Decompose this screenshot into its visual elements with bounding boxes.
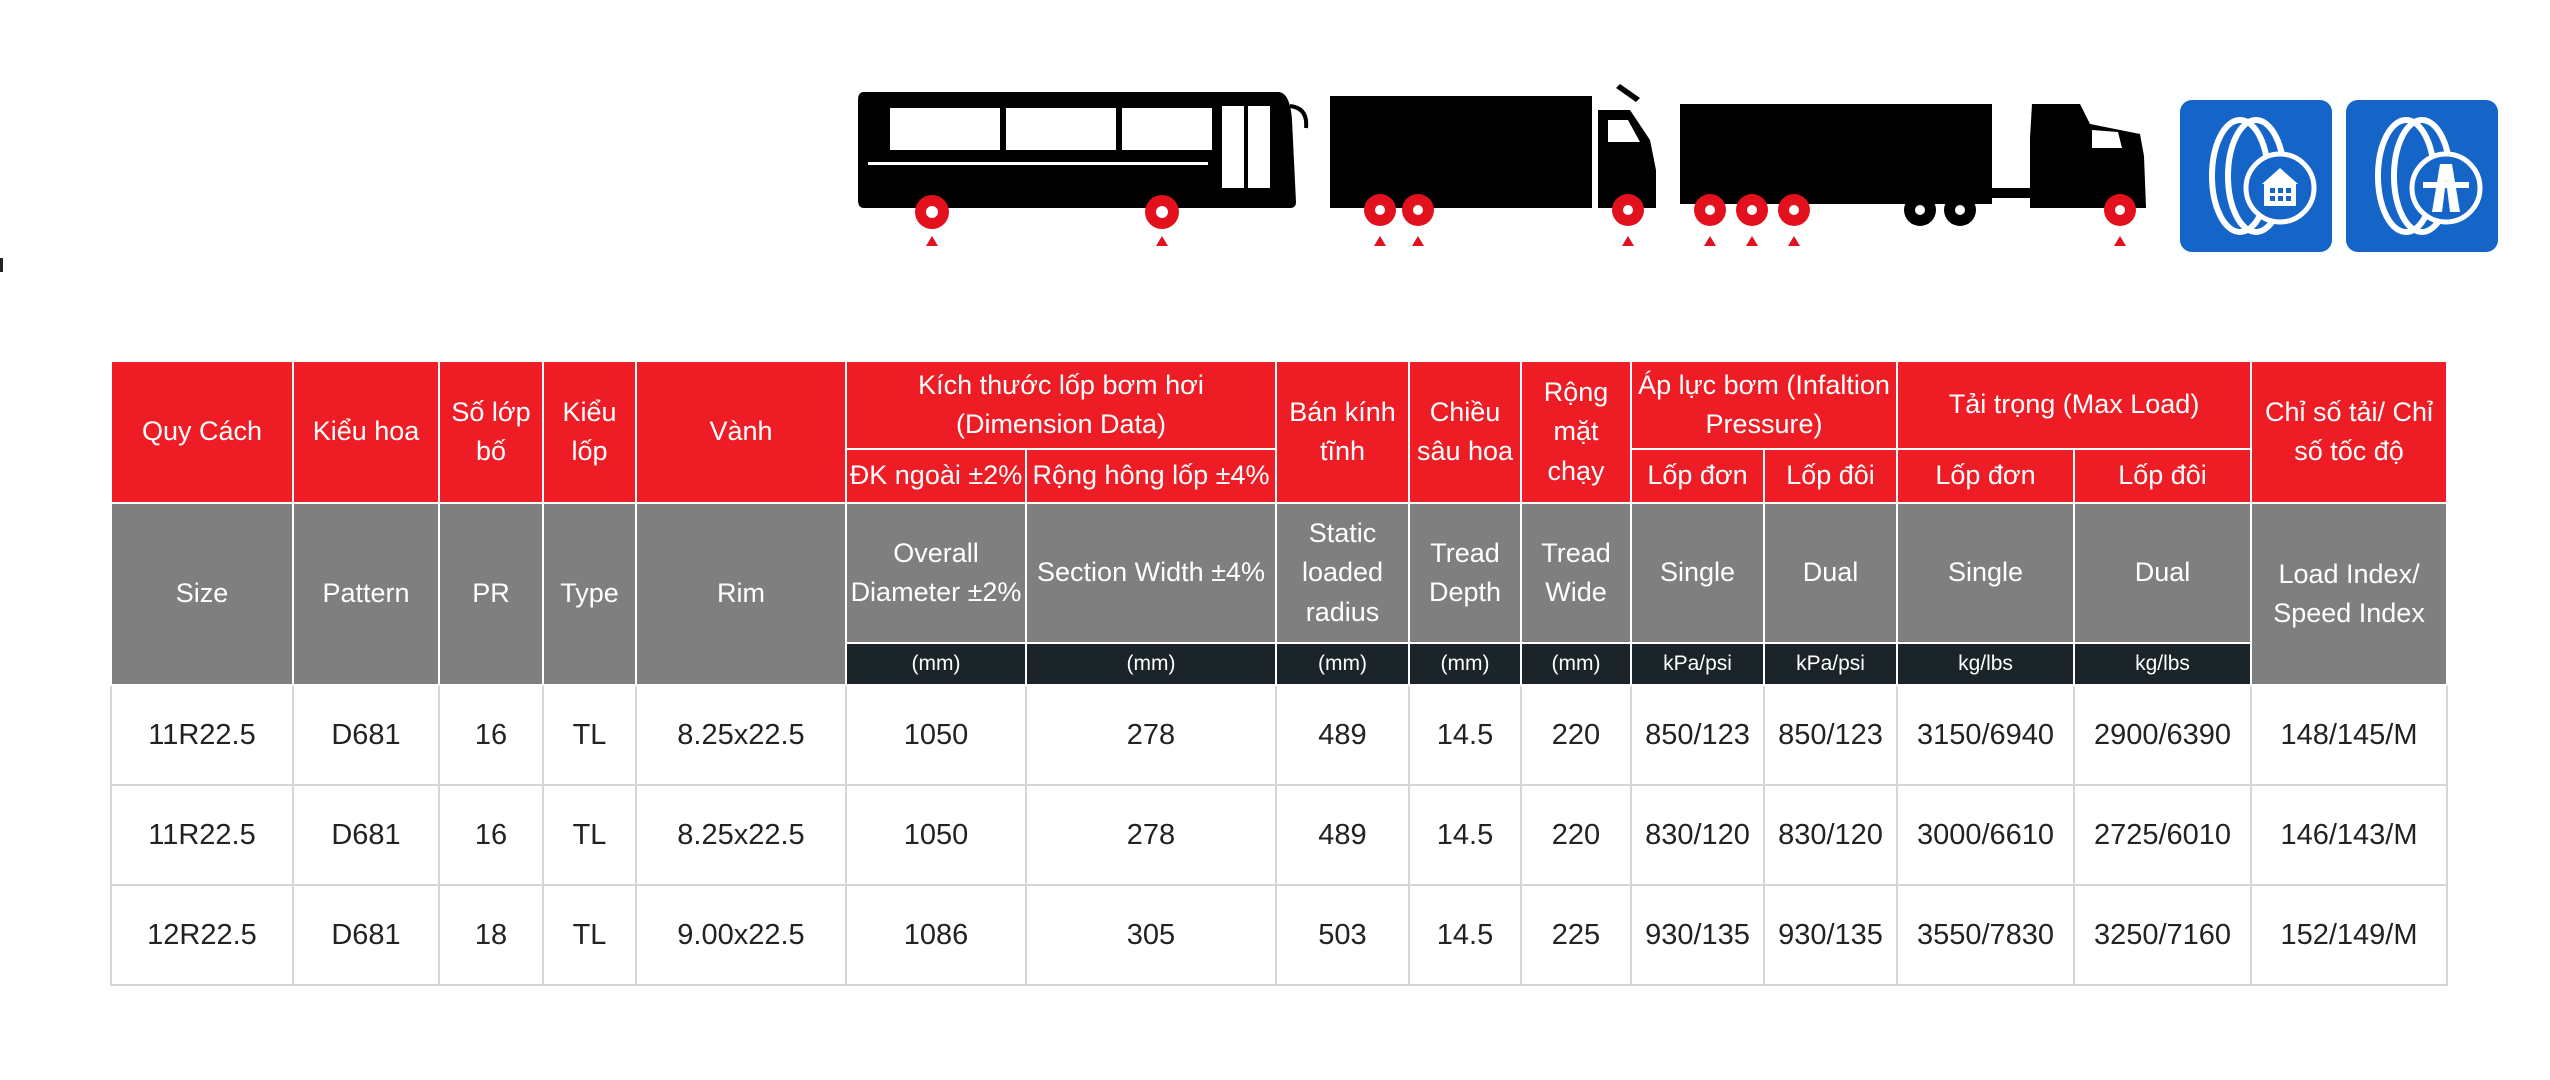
header-section-width-en: Section Width ±4% bbox=[1025, 502, 1277, 644]
cell-pattern: D681 bbox=[292, 784, 440, 886]
header-index-vi: Chỉ số tải/ Chỉ số tốc độ bbox=[2250, 360, 2449, 504]
cell-load-single: 3550/7830 bbox=[1896, 884, 2075, 986]
header-pr-vi: Số lớp bố bbox=[438, 360, 544, 504]
cell-pressure-single: 850/123 bbox=[1630, 684, 1765, 786]
header-pressure-single-en: Single bbox=[1630, 502, 1765, 644]
unit-pressure-dual: kPa/psi bbox=[1763, 642, 1898, 686]
cell-index: 146/143/M bbox=[2250, 784, 2449, 886]
unit-tread-wide: (mm) bbox=[1520, 642, 1632, 686]
cell-overall-diameter: 1050 bbox=[845, 784, 1027, 886]
cell-index: 152/149/M bbox=[2250, 884, 2449, 986]
cell-rim: 8.25x22.5 bbox=[635, 784, 847, 886]
cell-section-width: 305 bbox=[1025, 884, 1277, 986]
edge-mark bbox=[0, 258, 3, 272]
header-pressure-single-vi: Lốp đơn bbox=[1630, 448, 1765, 504]
cell-static-radius: 489 bbox=[1275, 784, 1410, 886]
cell-pressure-dual: 850/123 bbox=[1763, 684, 1898, 786]
vehicle-illustrations bbox=[858, 84, 2146, 246]
cell-size: 12R22.5 bbox=[110, 884, 294, 986]
cell-size: 11R22.5 bbox=[110, 784, 294, 886]
header-pattern-en: Pattern bbox=[292, 502, 440, 686]
unit-load-single: kg/lbs bbox=[1896, 642, 2075, 686]
header-pressure-group: Áp lực bơm (Infaltion Pressure) bbox=[1630, 360, 1898, 450]
cell-load-single: 3150/6940 bbox=[1896, 684, 2075, 786]
highway-tire-icon bbox=[2346, 100, 2498, 252]
header-load-dual-en: Dual bbox=[2072, 502, 2253, 644]
cell-section-width: 278 bbox=[1025, 784, 1277, 886]
header-pr-en: PR bbox=[438, 502, 544, 686]
header-static-radius-vi: Bán kính tĩnh bbox=[1275, 360, 1410, 504]
cell-rim: 9.00x22.5 bbox=[635, 884, 847, 986]
cell-load-single: 3000/6610 bbox=[1896, 784, 2075, 886]
urban-road-tire-icon bbox=[2180, 100, 2332, 252]
cell-load-dual: 2725/6010 bbox=[2072, 784, 2253, 886]
cell-pr: 16 bbox=[438, 784, 544, 886]
header-pressure-dual-en: Dual bbox=[1763, 502, 1898, 644]
cell-tread-depth: 14.5 bbox=[1408, 684, 1522, 786]
cell-pressure-single: 830/120 bbox=[1630, 784, 1765, 886]
cell-tread-wide: 220 bbox=[1520, 784, 1632, 886]
header-tread-wide-vi: Rộng mặt chạy bbox=[1520, 360, 1632, 504]
unit-tread-depth: (mm) bbox=[1408, 642, 1522, 686]
header-overall-diameter-vi: ĐK ngoài ±2% bbox=[845, 448, 1027, 504]
header-size-vi: Quy Cách bbox=[110, 360, 294, 504]
header-static-radius-en: Static loaded radius bbox=[1275, 502, 1410, 644]
header-load-single-vi: Lốp đơn bbox=[1896, 448, 2075, 504]
cell-size: 11R22.5 bbox=[110, 684, 294, 786]
cell-type: TL bbox=[542, 784, 637, 886]
table-row: 11R22.5 D681 16 TL 8.25x22.5 1050 278 48… bbox=[110, 684, 2449, 786]
header-index-en: Load Index/ Speed Index bbox=[2250, 502, 2449, 686]
cell-pr: 16 bbox=[438, 684, 544, 786]
cell-type: TL bbox=[542, 884, 637, 986]
cell-static-radius: 489 bbox=[1275, 684, 1410, 786]
cell-overall-diameter: 1086 bbox=[845, 884, 1027, 986]
cell-pressure-dual: 830/120 bbox=[1763, 784, 1898, 886]
header-load-single-en: Single bbox=[1896, 502, 2075, 644]
header-pattern-vi: Kiểu hoa bbox=[292, 360, 440, 504]
semi-trailer-truck-icon bbox=[1680, 104, 2146, 246]
cell-pressure-single: 930/135 bbox=[1630, 884, 1765, 986]
header-rim-en: Rim bbox=[635, 502, 847, 686]
header-tread-depth-en: Tread Depth bbox=[1408, 502, 1522, 644]
cell-load-dual: 3250/7160 bbox=[2072, 884, 2253, 986]
table-row: 11R22.5 D681 16 TL 8.25x22.5 1050 278 48… bbox=[110, 784, 2449, 886]
header-tread-depth-vi: Chiều sâu hoa bbox=[1408, 360, 1522, 504]
bus-icon bbox=[858, 92, 1309, 246]
header-dimension-group: Kích thước lốp bơm hơi (Dimension Data) bbox=[845, 360, 1277, 450]
header-size-en: Size bbox=[110, 502, 294, 686]
cell-section-width: 278 bbox=[1025, 684, 1277, 786]
header-tread-wide-en: Tread Wide bbox=[1520, 502, 1632, 644]
cell-pattern: D681 bbox=[292, 684, 440, 786]
cell-tread-wide: 225 bbox=[1520, 884, 1632, 986]
header-type-vi: Kiểu lốp bbox=[542, 360, 637, 504]
cell-pr: 18 bbox=[438, 884, 544, 986]
unit-load-dual: kg/lbs bbox=[2072, 642, 2253, 686]
header-load-group: Tải trọng (Max Load) bbox=[1895, 360, 2253, 450]
cell-tread-wide: 220 bbox=[1520, 684, 1632, 786]
header-pressure-dual-vi: Lốp đôi bbox=[1763, 448, 1898, 504]
cell-tread-depth: 14.5 bbox=[1408, 784, 1522, 886]
cell-type: TL bbox=[542, 684, 637, 786]
box-truck-icon bbox=[1330, 84, 1656, 246]
cell-index: 148/145/M bbox=[2250, 684, 2449, 786]
header-section-width-vi: Rộng hông lốp ±4% bbox=[1025, 448, 1277, 504]
header-rim-vi: Vành bbox=[635, 360, 847, 504]
cell-pattern: D681 bbox=[292, 884, 440, 986]
unit-section-width: (mm) bbox=[1025, 642, 1277, 686]
cell-rim: 8.25x22.5 bbox=[635, 684, 847, 786]
header-overall-diameter-en: Overall Diameter ±2% bbox=[845, 502, 1027, 644]
header-load-dual-vi: Lốp đôi bbox=[2072, 448, 2253, 504]
tire-spec-table: Quy Cách Kiểu hoa Số lớp bố Kiểu lốp Vàn… bbox=[110, 360, 2449, 986]
cell-overall-diameter: 1050 bbox=[845, 684, 1027, 786]
header-type-en: Type bbox=[542, 502, 637, 686]
cell-pressure-dual: 930/135 bbox=[1763, 884, 1898, 986]
unit-overall-diameter: (mm) bbox=[845, 642, 1027, 686]
cell-load-dual: 2900/6390 bbox=[2072, 684, 2253, 786]
unit-pressure-single: kPa/psi bbox=[1630, 642, 1765, 686]
unit-static-radius: (mm) bbox=[1275, 642, 1410, 686]
table-row: 12R22.5 D681 18 TL 9.00x22.5 1086 305 50… bbox=[110, 884, 2449, 986]
cell-tread-depth: 14.5 bbox=[1408, 884, 1522, 986]
cell-static-radius: 503 bbox=[1275, 884, 1410, 986]
